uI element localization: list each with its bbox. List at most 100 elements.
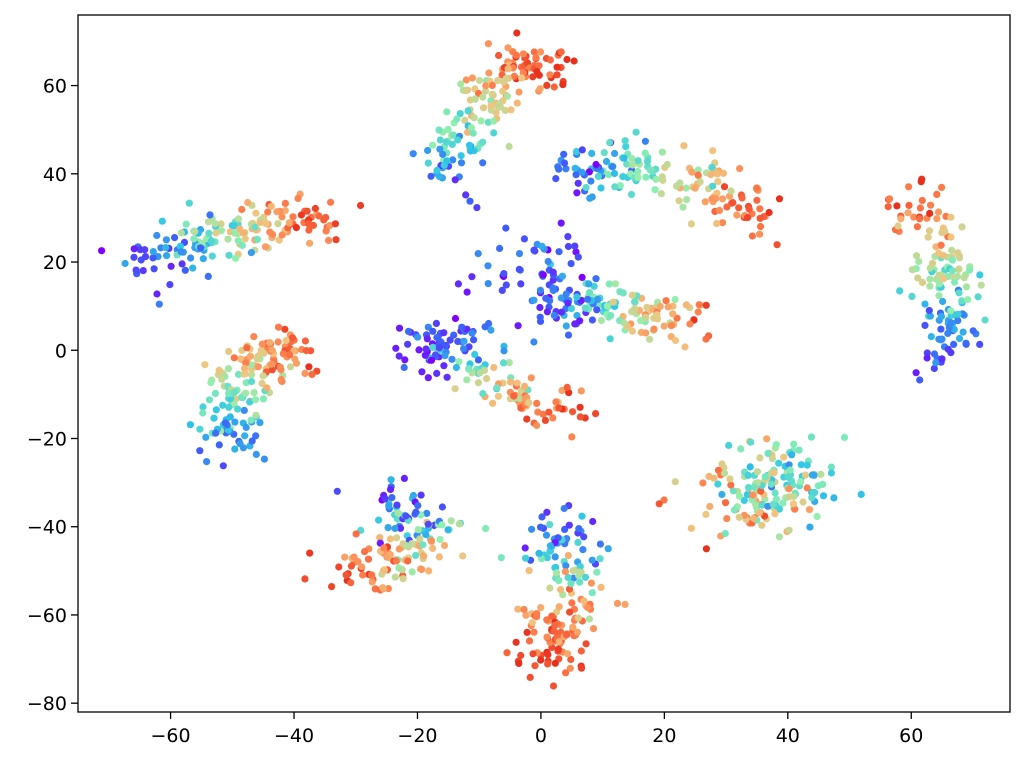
data-point: [543, 308, 552, 316]
data-point: [632, 128, 640, 136]
data-point: [893, 202, 901, 210]
data-point: [536, 286, 545, 294]
data-point: [219, 462, 227, 470]
data-point: [564, 650, 572, 658]
data-point: [927, 201, 935, 209]
data-point: [761, 512, 769, 520]
data-point: [297, 211, 305, 219]
data-point: [238, 241, 246, 250]
data-point: [910, 213, 918, 221]
data-point: [495, 51, 503, 60]
data-point: [558, 272, 567, 280]
data-point: [562, 669, 570, 677]
data-point: [747, 438, 755, 446]
data-point: [121, 259, 129, 268]
data-point: [727, 187, 735, 195]
data-point: [944, 345, 952, 353]
data-point: [579, 546, 587, 554]
data-point: [917, 178, 925, 186]
data-point: [510, 392, 518, 400]
data-point: [431, 351, 440, 359]
data-point: [634, 157, 642, 165]
data-point: [813, 512, 821, 521]
data-point: [537, 604, 545, 612]
data-point: [611, 280, 620, 288]
data-point: [641, 137, 650, 145]
data-point: [600, 149, 608, 157]
data-point: [278, 231, 286, 239]
data-point: [247, 249, 255, 257]
data-point: [613, 599, 622, 608]
data-point: [588, 556, 596, 564]
data-point: [327, 198, 335, 206]
data-point: [580, 597, 588, 605]
data-point: [493, 384, 501, 392]
data-point: [294, 194, 302, 202]
data-point: [527, 374, 535, 382]
data-point: [429, 141, 437, 149]
data-point: [667, 322, 675, 330]
data-point: [687, 220, 696, 228]
data-point: [427, 172, 435, 180]
data-point: [549, 682, 558, 690]
data-point: [562, 165, 570, 173]
data-point: [962, 340, 970, 348]
data-point: [950, 340, 958, 348]
data-point: [544, 660, 552, 668]
data-point: [502, 281, 510, 289]
data-point: [671, 478, 679, 486]
data-point: [926, 282, 934, 290]
data-point: [589, 517, 597, 526]
data-point: [753, 196, 761, 204]
data-point: [576, 578, 584, 586]
data-point: [767, 480, 776, 488]
data-point: [937, 241, 945, 249]
data-point: [446, 336, 454, 344]
data-point: [536, 313, 544, 321]
data-point: [560, 504, 568, 513]
data-point: [450, 331, 458, 339]
data-point: [305, 226, 313, 234]
data-point: [477, 117, 485, 125]
data-point: [538, 242, 546, 250]
data-point: [268, 360, 276, 368]
data-point: [918, 278, 927, 287]
data-point: [484, 262, 492, 270]
data-point: [926, 209, 934, 217]
data-point: [723, 515, 731, 523]
data-point: [196, 447, 204, 455]
data-point: [933, 190, 941, 198]
data-point: [432, 319, 440, 327]
x-tick-label: 20: [652, 725, 676, 747]
x-tick-label: 60: [899, 725, 923, 747]
data-point: [586, 194, 594, 202]
data-point: [352, 530, 360, 538]
data-point: [962, 283, 971, 291]
data-point: [611, 183, 619, 191]
data-point: [453, 115, 461, 123]
data-point: [500, 270, 508, 278]
data-point: [396, 524, 405, 532]
data-point: [586, 288, 594, 297]
data-point: [236, 225, 244, 233]
data-point: [974, 293, 982, 301]
data-point: [555, 603, 563, 611]
cluster-9: [497, 502, 629, 690]
data-point: [662, 297, 670, 305]
data-point: [224, 235, 232, 243]
data-point: [400, 474, 408, 482]
data-point: [695, 301, 703, 309]
data-point: [240, 364, 249, 372]
data-point: [525, 399, 533, 407]
data-point: [720, 183, 729, 191]
data-point: [594, 295, 602, 304]
data-point: [440, 362, 448, 370]
data-point: [467, 124, 475, 132]
data-point: [582, 640, 590, 648]
data-point: [507, 378, 515, 386]
data-point: [708, 163, 716, 171]
data-point: [574, 179, 582, 187]
data-point: [642, 173, 650, 181]
